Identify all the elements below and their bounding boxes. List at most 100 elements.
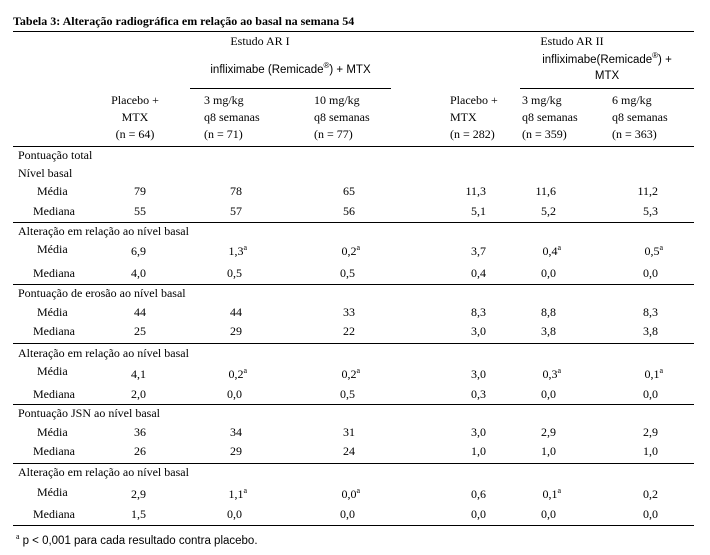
table-cell: 8,3 xyxy=(643,305,658,319)
col3-header-line1: 10 mg/kg xyxy=(314,93,360,107)
row-label-mediana: Mediana xyxy=(33,266,75,280)
table-cell: 0,0 xyxy=(643,266,658,280)
table-cell: 0,0 xyxy=(541,266,556,280)
table-cell: 44 xyxy=(230,305,242,319)
table-cell: 11,2 xyxy=(637,184,658,198)
footnote-marker: a xyxy=(243,486,247,495)
study-ar1-header: Estudo AR I xyxy=(230,34,290,48)
table-cell: 1,5 xyxy=(131,507,146,521)
table-cell: 6,9 xyxy=(131,244,146,258)
table-cell: 0,5 xyxy=(227,266,242,280)
table-cell: 1,3a xyxy=(228,243,247,259)
infliximab-group-ar2-line1: infliximabe(Remicade®) + xyxy=(542,51,672,67)
table-cell: 2,9 xyxy=(643,425,658,439)
row-label-media: Média xyxy=(37,184,68,198)
table-cell: 36 xyxy=(134,425,146,439)
table-cell: 0,2a xyxy=(341,243,360,259)
col1-header-n: (n = 64) xyxy=(115,127,155,141)
footnote: a p < 0,001 para cada resultado contra p… xyxy=(16,532,258,548)
table-cell: 5,2 xyxy=(541,204,556,218)
table-cell: 29 xyxy=(230,444,242,458)
footnote-marker: a xyxy=(356,486,360,495)
col5-header-n: (n = 359) xyxy=(522,127,567,141)
table-cell: 57 xyxy=(230,204,242,218)
table-cell: 0,2 xyxy=(643,487,658,501)
table-cell: 8,3 xyxy=(471,305,486,319)
section-alteracao-3: Alteração em relação ao nível basal xyxy=(18,465,189,479)
table-cell: 1,0 xyxy=(471,444,486,458)
table-cell: 0,0 xyxy=(541,507,556,521)
row-label-media: Média xyxy=(37,242,68,256)
footnote-marker: a xyxy=(356,243,360,252)
table-cell: 0,2a xyxy=(228,366,247,382)
footnote-marker: a xyxy=(557,243,561,252)
row-label-mediana: Mediana xyxy=(33,507,75,521)
table-cell: 0,0 xyxy=(471,507,486,521)
footnote-marker: a xyxy=(243,243,247,252)
table-cell: 0,5a xyxy=(644,243,663,259)
table-cell: 0,2a xyxy=(341,366,360,382)
table-cell: 24 xyxy=(343,444,355,458)
col3-header-n: (n = 77) xyxy=(314,127,353,141)
col1-header-line1: Placebo + xyxy=(111,93,159,107)
table-cell: 1,0 xyxy=(541,444,556,458)
col5-header-line1: 3 mg/kg xyxy=(522,93,562,107)
table-cell: 0,0a xyxy=(341,486,360,502)
table-cell: 65 xyxy=(343,184,355,198)
section-alteracao-2: Alteração em relação ao nível basal xyxy=(18,346,189,360)
table-cell: 33 xyxy=(343,305,355,319)
col1-header-line2: MTX xyxy=(121,110,149,124)
table-cell: 0,0 xyxy=(340,507,355,521)
table-cell: 11,3 xyxy=(465,184,486,198)
table-cell: 26 xyxy=(134,444,146,458)
row-label-mediana: Mediana xyxy=(33,324,75,338)
table-cell: 0,0 xyxy=(227,507,242,521)
col6-header-line1: 6 mg/kg xyxy=(612,93,652,107)
table-cell: 34 xyxy=(230,425,242,439)
table-cell: 0,5 xyxy=(340,387,355,401)
table-cell: 0,6 xyxy=(471,487,486,501)
table-cell: 22 xyxy=(343,324,355,338)
footnote-marker: a xyxy=(356,366,360,375)
col4-header-n: (n = 282) xyxy=(450,127,495,141)
col2-header-line1: 3 mg/kg xyxy=(204,93,244,107)
row-label-mediana: Mediana xyxy=(33,444,75,458)
table-cell: 2,9 xyxy=(541,425,556,439)
table-cell: 55 xyxy=(134,204,146,218)
col6-header-n: (n = 363) xyxy=(612,127,657,141)
table-cell: 0,4a xyxy=(542,243,561,259)
table-cell: 78 xyxy=(230,184,242,198)
table-cell: 3,0 xyxy=(471,425,486,439)
col2-header-n: (n = 71) xyxy=(204,127,243,141)
table-cell: 29 xyxy=(230,324,242,338)
table-cell: 0,5 xyxy=(340,266,355,280)
section-pontuacao-total: Pontuação total xyxy=(18,148,93,162)
table-cell: 0,0 xyxy=(643,507,658,521)
section-erosao: Pontuação de erosão ao nível basal xyxy=(18,286,186,300)
row-label-mediana: Mediana xyxy=(33,387,75,401)
footnote-marker: a xyxy=(243,366,247,375)
study-ar2-header: Estudo AR II xyxy=(540,34,604,48)
table-cell: 44 xyxy=(134,305,146,319)
table-cell: 3,8 xyxy=(541,324,556,338)
table-cell: 3,0 xyxy=(471,324,486,338)
row-label-media: Média xyxy=(37,305,68,319)
section-nivel-basal: Nível basal xyxy=(18,166,73,180)
table-cell: 25 xyxy=(134,324,146,338)
table-cell: 4,1 xyxy=(131,367,146,381)
table-cell: 0,0 xyxy=(227,387,242,401)
footnote-marker: a xyxy=(557,366,561,375)
footnote-marker: a xyxy=(557,486,561,495)
table-cell: 0,1a xyxy=(542,486,561,502)
table-cell: 3,8 xyxy=(643,324,658,338)
table-cell: 79 xyxy=(134,184,146,198)
row-label-mediana: Mediana xyxy=(33,204,75,218)
row-label-media: Média xyxy=(37,485,68,499)
table-cell: 1,0 xyxy=(643,444,658,458)
row-label-media: Média xyxy=(37,364,68,378)
table-cell: 0,0 xyxy=(541,387,556,401)
col6-header-line2: q8 semanas xyxy=(612,110,668,124)
row-label-media: Média xyxy=(37,425,68,439)
col5-header-line2: q8 semanas xyxy=(522,110,578,124)
table-cell: 1,1a xyxy=(228,486,247,502)
